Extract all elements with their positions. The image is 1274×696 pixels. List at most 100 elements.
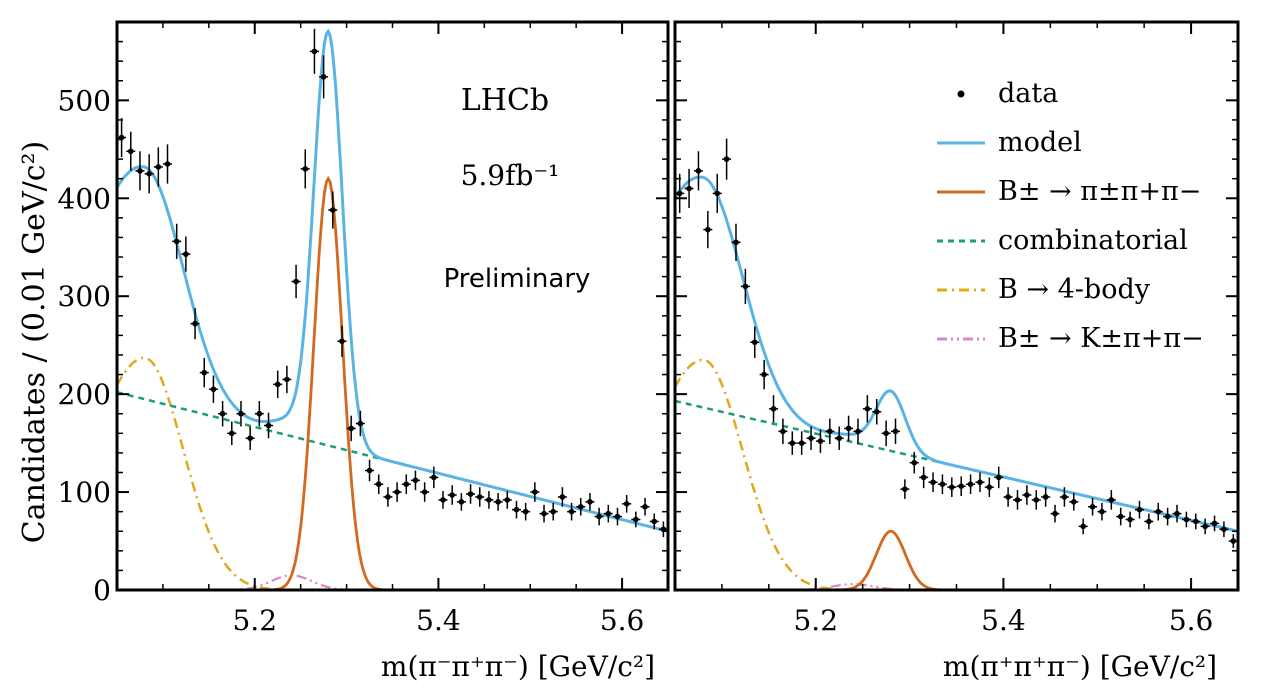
data-point [511, 500, 521, 519]
data-point [649, 513, 659, 530]
data-point [438, 491, 448, 509]
data-point [984, 477, 994, 497]
data-point [557, 487, 567, 507]
data-point [245, 426, 255, 450]
data-point [254, 400, 264, 427]
y-tick-label: 0 [93, 574, 111, 607]
data-point [585, 493, 595, 511]
data-point [937, 474, 947, 495]
legend-label: data [998, 78, 1058, 109]
data-point [994, 466, 1004, 489]
left-panel: 5.2 5.4 5.6 0 100 200 300 400 500 [58, 20, 670, 637]
data-point [622, 495, 632, 513]
x-tick-label: 5.4 [416, 604, 461, 637]
data-point [928, 472, 938, 493]
preliminary-label: Preliminary [444, 264, 591, 294]
data-point [126, 131, 136, 171]
data-point [337, 325, 347, 357]
lhcb-label: LHCb [461, 83, 549, 118]
data-point [853, 418, 863, 445]
data-point [712, 173, 722, 213]
y-tick-label: 500 [58, 84, 111, 117]
data-point [199, 357, 209, 388]
y-tick-label: 400 [58, 182, 111, 215]
data-point [787, 431, 797, 455]
data-point [1125, 511, 1135, 528]
data-point [1172, 504, 1182, 523]
data-point [346, 415, 356, 442]
data-point [163, 144, 173, 184]
data-point [153, 147, 163, 187]
data-point [919, 466, 929, 489]
data-point [806, 426, 816, 450]
data-point [502, 491, 512, 509]
data-point [825, 418, 835, 445]
data-point [392, 482, 402, 502]
data-point [797, 431, 807, 455]
data-point [567, 502, 577, 521]
legend-marker [957, 90, 965, 98]
y-tick-label: 100 [58, 476, 111, 509]
data-point [1144, 513, 1154, 530]
x-axis-label-right: m(π⁺π⁺π⁻) [GeV/c²] [943, 650, 1217, 683]
data-point [355, 410, 365, 437]
data-point [530, 482, 540, 502]
x-tick-label: 5.2 [793, 604, 838, 637]
data-point [675, 173, 685, 213]
data-point [640, 497, 650, 516]
data-point [900, 479, 910, 499]
data-point [872, 399, 882, 425]
data-point [1191, 513, 1201, 530]
legend-label: model [998, 127, 1082, 158]
data-point [410, 470, 420, 491]
data-point [484, 491, 494, 509]
data-point [1031, 490, 1041, 510]
data-point [778, 418, 788, 445]
x-axis-label-left: m(π⁻π⁺π⁻) [GeV/c²] [381, 650, 655, 683]
data-point [328, 191, 338, 229]
data-point [273, 370, 283, 399]
data-point [1012, 490, 1022, 510]
x-tick-label: 5.6 [600, 604, 645, 637]
legend-entry: B± → K±π+π− [937, 323, 1204, 354]
legend-label: combinatorial [998, 225, 1188, 256]
data-point [1078, 518, 1088, 535]
data-point [631, 511, 641, 528]
data-point [891, 418, 901, 445]
legend-entry: data [957, 78, 1058, 109]
data-point [684, 168, 694, 209]
data-point [844, 415, 854, 442]
data-point [1022, 485, 1032, 505]
data-point [759, 359, 769, 390]
data-point [693, 151, 703, 191]
data-point [740, 268, 750, 305]
data-point [1041, 487, 1051, 507]
data-point [1050, 504, 1060, 523]
data-point [603, 504, 613, 523]
four-body-curve [117, 356, 668, 590]
data-point [815, 429, 825, 453]
data-point [1228, 534, 1238, 548]
data-point [750, 326, 760, 358]
legend-label: B± → π±π+π− [998, 176, 1201, 207]
data-point [539, 504, 549, 523]
x-tick-label: 5.2 [232, 604, 277, 637]
legend-label: B± → K±π+π− [998, 323, 1204, 354]
data-point [1163, 507, 1173, 526]
data-point [1181, 511, 1191, 528]
data-point [208, 375, 218, 403]
data-point [144, 154, 154, 194]
data-point [1116, 507, 1126, 526]
data-point [135, 151, 145, 191]
data-point [456, 493, 466, 511]
data-point [282, 365, 292, 394]
data-point [975, 472, 985, 493]
data-point [401, 474, 411, 495]
data-point [475, 487, 485, 507]
data-point [1210, 515, 1220, 532]
y-tick-label: 200 [58, 378, 111, 411]
data-point [703, 211, 713, 249]
data-point [218, 400, 228, 427]
legend-label: B → 4-body [998, 274, 1151, 305]
